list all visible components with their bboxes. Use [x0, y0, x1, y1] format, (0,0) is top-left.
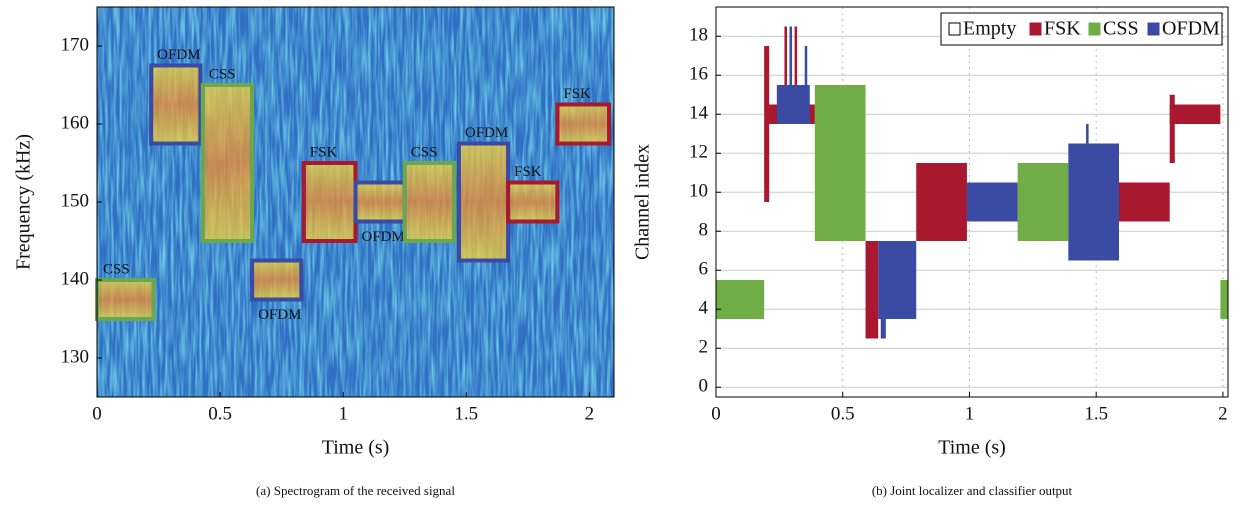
- y-tick-label: 12: [689, 142, 708, 163]
- segment: [966, 182, 1018, 222]
- box-label: FSK: [514, 164, 542, 180]
- y-tick-label: 6: [699, 259, 709, 280]
- segment: [1068, 143, 1120, 261]
- legend-label: FSK: [1044, 18, 1081, 40]
- y-tick-label: 18: [689, 25, 708, 46]
- x-tick-label: 1: [965, 403, 975, 424]
- box-label: OFDM: [258, 307, 301, 323]
- x-tick-label: 1.5: [454, 403, 478, 424]
- box-label: OFDM: [157, 47, 200, 63]
- segment: [776, 85, 810, 124]
- signal-energy: [460, 145, 507, 259]
- x-tick-label: 2: [585, 403, 595, 424]
- y-tick-label: 14: [689, 103, 709, 124]
- box-label: CSS: [209, 66, 236, 82]
- legend-label: Empty: [963, 18, 1016, 40]
- x-tick-label: 0.5: [208, 403, 232, 424]
- detection-box: [149, 63, 203, 146]
- segment: [784, 26, 787, 124]
- detection-box: [402, 161, 456, 243]
- box-label: OFDM: [362, 229, 405, 245]
- y-tick-label: 4: [699, 298, 709, 319]
- signal-energy: [305, 165, 354, 239]
- x-tick-label: 0: [711, 403, 721, 424]
- y-axis-label: Frequency (kHz): [13, 134, 35, 270]
- signal-energy: [357, 184, 403, 220]
- x-axis-label: Time (s): [938, 437, 1006, 459]
- y-tick-label: 10: [689, 181, 708, 202]
- segment: [878, 241, 917, 319]
- box-label: FSK: [563, 86, 591, 102]
- legend-label: OFDM: [1162, 18, 1220, 40]
- caption: (a) Spectrogram of the received signal: [256, 483, 455, 498]
- y-tick-label: 8: [699, 220, 709, 241]
- y-tick-label: 16: [689, 64, 708, 85]
- y-tick-label: 140: [61, 268, 90, 289]
- detection-box: [200, 83, 255, 243]
- box-label: OFDM: [465, 125, 508, 141]
- box-label: CSS: [411, 144, 438, 160]
- detection-box: [555, 102, 612, 146]
- x-axis-label: Time (s): [322, 437, 390, 459]
- signal-energy: [559, 106, 608, 142]
- y-tick-label: 2: [699, 337, 709, 358]
- segment: [1017, 163, 1069, 241]
- legend-box: [940, 12, 1223, 46]
- y-tick-label: 0: [699, 376, 709, 397]
- segment: [1169, 94, 1175, 163]
- segment: [716, 280, 765, 319]
- segment: [880, 319, 886, 339]
- x-tick-label: 0.5: [831, 403, 855, 424]
- y-tick-label: 170: [61, 34, 90, 55]
- segment: [814, 85, 866, 241]
- signal-energy: [510, 184, 556, 220]
- x-tick-label: 0: [92, 403, 102, 424]
- legend-swatch: [1029, 22, 1042, 36]
- detection-box: [250, 258, 304, 302]
- y-tick-label: 150: [61, 190, 90, 211]
- y-axis-label: Channel index: [632, 144, 654, 260]
- segment: [789, 26, 793, 124]
- y-tick-label: 160: [61, 112, 90, 133]
- segment: [1169, 104, 1221, 124]
- caption: (b) Joint localizer and classifier outpu…: [872, 483, 1073, 498]
- legend-swatch: [1088, 22, 1101, 36]
- x-tick-label: 1.5: [1084, 403, 1108, 424]
- detection-box: [506, 180, 560, 224]
- legend-label: CSS: [1103, 18, 1139, 40]
- segment: [916, 163, 967, 241]
- x-tick-label: 2: [1218, 403, 1228, 424]
- segment: [1086, 124, 1089, 144]
- box-label: CSS: [103, 261, 130, 277]
- legend-swatch: [1147, 22, 1160, 36]
- signal-energy: [406, 165, 452, 239]
- segment: [865, 241, 879, 339]
- segment: [1119, 182, 1170, 222]
- legend-swatch: [948, 22, 961, 36]
- plot-frame: [715, 6, 1229, 398]
- segment: [1220, 280, 1228, 319]
- signal-energy: [204, 87, 251, 239]
- segment: [794, 26, 798, 124]
- box-label: FSK: [310, 144, 338, 160]
- signal-energy: [254, 262, 300, 298]
- segment: [804, 46, 808, 85]
- signal-energy: [99, 282, 152, 317]
- plot-frame: [96, 6, 615, 398]
- x-tick-label: 1: [338, 403, 348, 424]
- signal-energy: [153, 67, 199, 142]
- y-tick-label: 130: [61, 346, 90, 367]
